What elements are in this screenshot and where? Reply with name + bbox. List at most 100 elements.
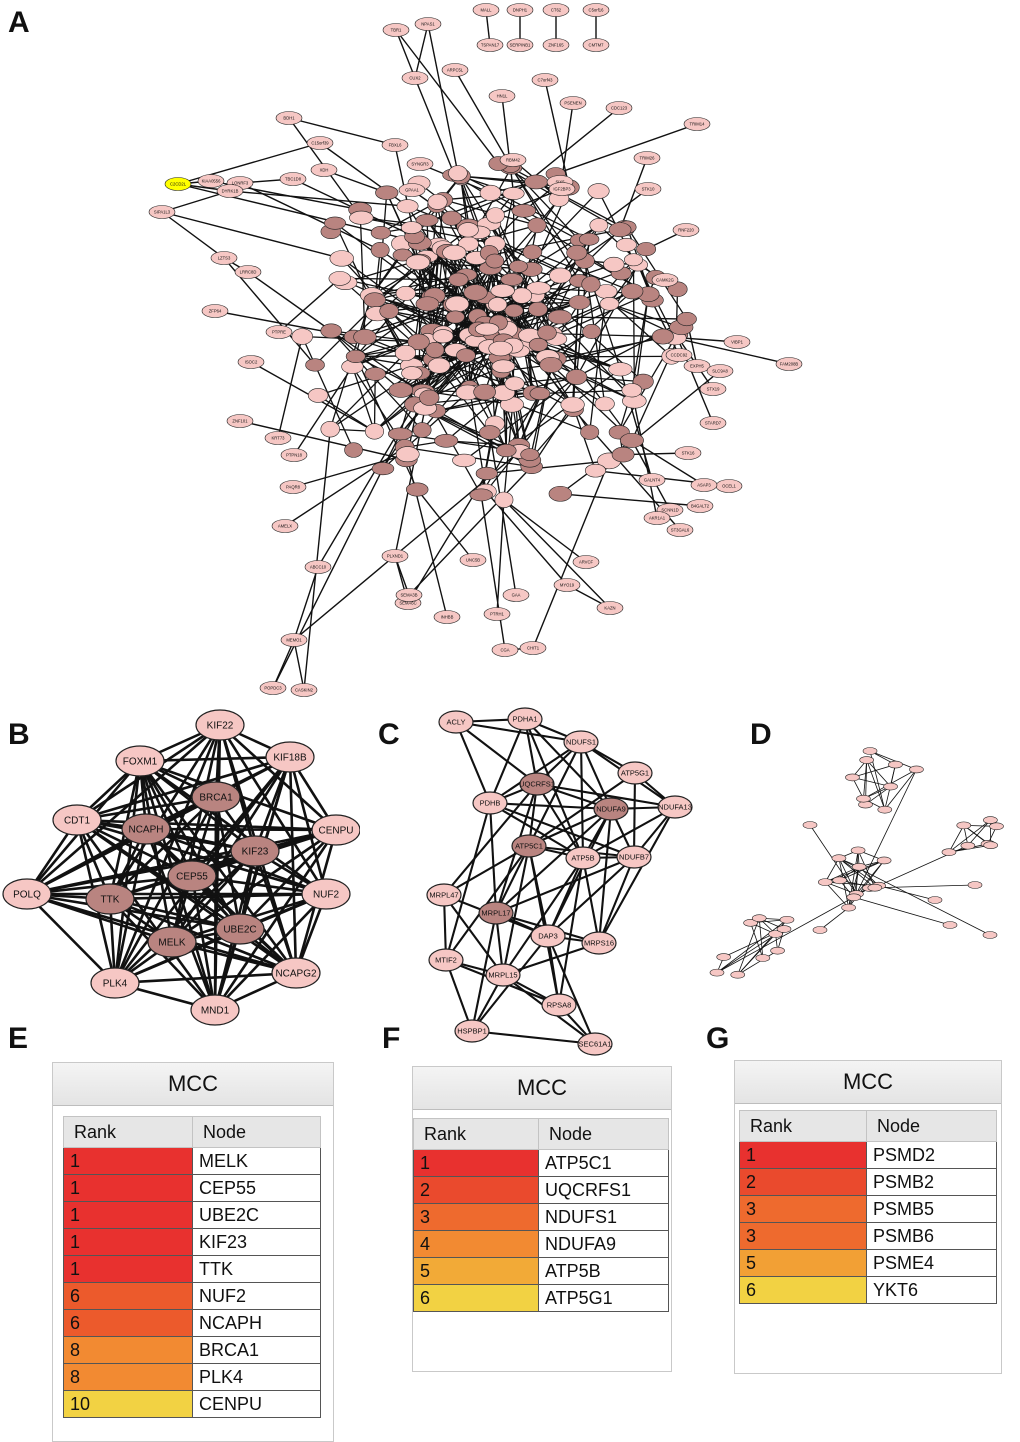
rank-cell: 6: [64, 1310, 193, 1337]
node-label: INHBB: [441, 614, 454, 619]
network-node: [354, 329, 377, 344]
node-ellipse: [620, 433, 643, 447]
network-node: [609, 363, 633, 376]
node-label: CEP55: [176, 872, 208, 883]
node-label: ASAP3: [697, 482, 711, 487]
network-node: [512, 288, 532, 304]
rank-cell: 6: [414, 1285, 539, 1312]
network-node: [523, 245, 542, 260]
network-edge: [146, 829, 336, 830]
node-label: PDHB: [480, 799, 501, 808]
node-label: SIPA1L3: [154, 209, 171, 214]
network-node: [771, 947, 785, 954]
network-node: [756, 955, 770, 962]
rank-cell: 5: [740, 1250, 867, 1277]
node-ellipse: [512, 288, 532, 304]
node-label: RNF220: [678, 227, 694, 232]
network-node: MRPL15: [486, 964, 520, 986]
node-ellipse: [413, 423, 431, 438]
network-node: [480, 185, 501, 200]
network-edge: [481, 495, 505, 650]
node-label: FOXM1: [123, 757, 158, 768]
network-node: [443, 245, 467, 260]
node-header[interactable]: Node: [193, 1117, 321, 1148]
network-node: PTPRE: [266, 326, 292, 339]
network-node: POPDC3: [260, 682, 286, 695]
node-ellipse: [503, 187, 524, 199]
network-edge: [556, 124, 697, 174]
node-label: MALL: [481, 7, 493, 12]
network-node: KIF23: [231, 836, 279, 866]
network-node: [419, 390, 439, 406]
node-label: MRPL17: [481, 909, 510, 918]
node-label: ABCC10: [310, 564, 327, 569]
node-header[interactable]: Node: [539, 1119, 669, 1150]
node-ellipse: [428, 358, 450, 373]
node-ellipse: [585, 464, 606, 477]
node-label: NCAPG2: [275, 969, 317, 980]
node-label: PSENEN: [564, 100, 581, 105]
network-node: [581, 425, 599, 440]
network-node: NDUFA13: [658, 796, 692, 818]
node-label: ISOC2: [245, 359, 258, 364]
node-ellipse: [479, 426, 500, 440]
node-label: NDUFB7: [619, 853, 649, 862]
network-node: [470, 489, 493, 501]
network-node: AKR1A1: [644, 512, 670, 525]
network-node: KIF22: [196, 710, 244, 740]
network-node: [609, 223, 631, 237]
node-label: ZNF165: [548, 42, 564, 47]
rank-cell: 3: [740, 1223, 867, 1250]
network-node: [582, 276, 600, 292]
rank-header[interactable]: Rank: [414, 1119, 539, 1150]
node-label: CT62: [551, 7, 562, 12]
rank-cell: 10: [64, 1391, 193, 1418]
network-node: SEMA3B: [396, 589, 422, 602]
network-node: [528, 302, 547, 316]
network-edge: [820, 908, 849, 930]
network-node: [486, 208, 504, 223]
node-ellipse: [371, 226, 391, 239]
node-label: C7orf43: [538, 77, 554, 82]
node-ellipse: [877, 857, 891, 864]
node-label: KIAA0556: [202, 178, 222, 183]
node-cell: UQCRFS1: [539, 1177, 669, 1204]
network-node: STX19: [700, 383, 726, 396]
node-label: RPSA8: [547, 1001, 572, 1010]
rank-header[interactable]: Rank: [740, 1111, 867, 1142]
node-ellipse: [474, 384, 496, 400]
node-cell: CENPU: [193, 1391, 321, 1418]
node-ellipse: [525, 175, 548, 189]
network-node: PLXND1: [382, 550, 408, 563]
rank-header[interactable]: Rank: [64, 1117, 193, 1148]
node-ellipse: [983, 932, 997, 939]
network-edge: [504, 500, 586, 562]
node-header[interactable]: Node: [867, 1111, 997, 1142]
network-node: [371, 226, 391, 239]
network-node: [833, 877, 847, 884]
node-ellipse: [818, 879, 832, 886]
network-node: [492, 360, 515, 373]
